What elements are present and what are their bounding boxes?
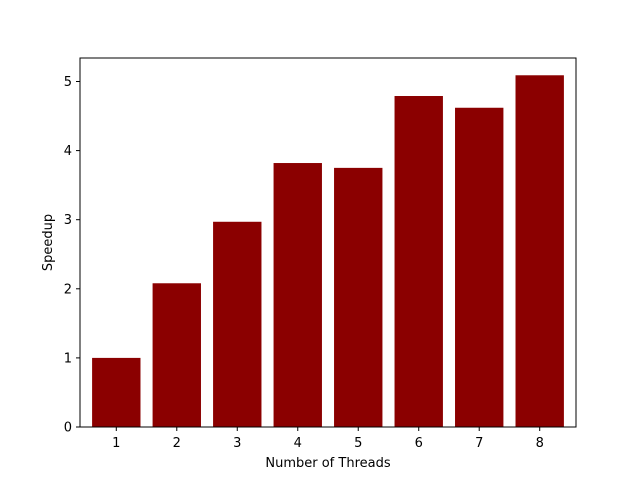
x-tick-label: 1 bbox=[112, 436, 120, 451]
x-tick-label: 2 bbox=[173, 436, 181, 451]
x-tick-label: 6 bbox=[415, 436, 423, 451]
y-axis-label: Speedup bbox=[41, 214, 56, 271]
bar-2 bbox=[152, 283, 201, 427]
x-tick-label: 3 bbox=[233, 436, 241, 451]
y-tick-label: 2 bbox=[64, 282, 72, 297]
y-tick-label: 3 bbox=[64, 213, 72, 228]
x-tick-label: 8 bbox=[536, 436, 544, 451]
bar-8 bbox=[515, 75, 564, 428]
y-tick-label: 0 bbox=[64, 421, 72, 436]
bar-7 bbox=[455, 107, 504, 427]
x-axis-label: Number of Threads bbox=[265, 456, 390, 471]
x-tick-label: 5 bbox=[354, 436, 362, 451]
bar-3 bbox=[213, 221, 262, 427]
bars-layer bbox=[92, 75, 564, 428]
bar-5 bbox=[334, 167, 383, 427]
plot-frame bbox=[79, 57, 577, 428]
y-tick-label: 1 bbox=[64, 351, 72, 366]
x-axis-ticks: 1 2 3 4 5 6 7 8 bbox=[112, 427, 544, 451]
x-tick-label: 4 bbox=[294, 436, 302, 451]
bar-6 bbox=[394, 96, 443, 427]
y-tick-label: 4 bbox=[64, 144, 72, 159]
x-tick-label: 7 bbox=[475, 436, 483, 451]
y-axis-ticks: 0 1 2 3 4 5 bbox=[64, 75, 80, 436]
bar-1 bbox=[92, 357, 141, 427]
bar-4 bbox=[273, 163, 322, 428]
y-tick-label: 5 bbox=[64, 75, 72, 90]
